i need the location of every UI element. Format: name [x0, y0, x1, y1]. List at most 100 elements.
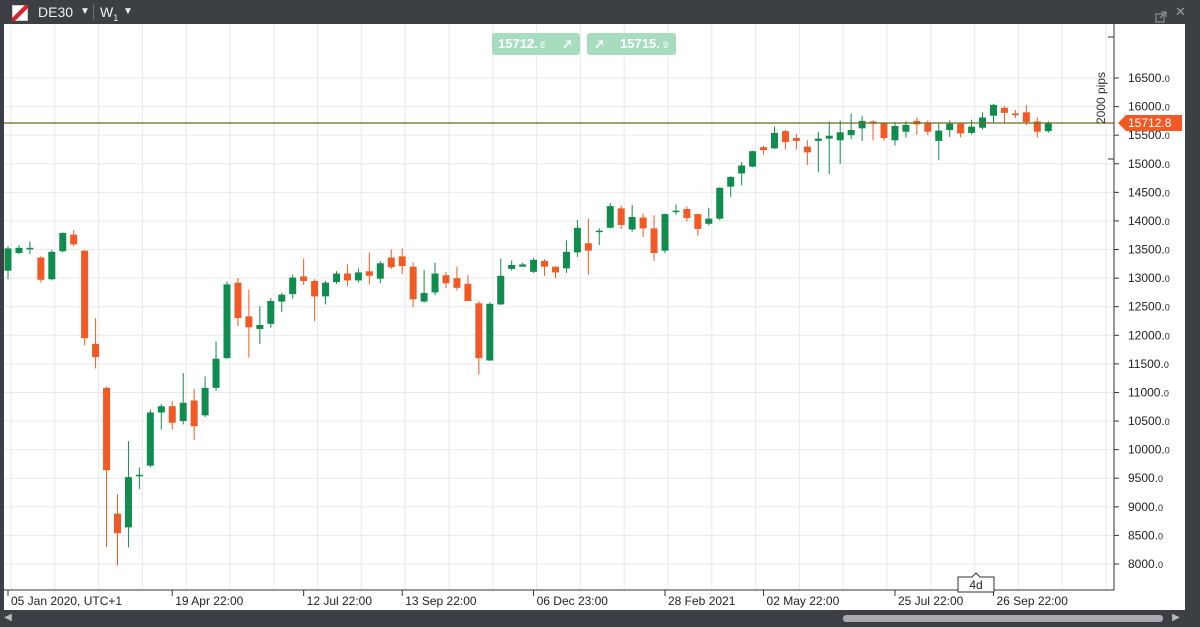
time-scrollbar-thumb[interactable]: [843, 615, 1163, 622]
sell-button[interactable]: 15712. 8 ➚: [492, 33, 580, 55]
candle: [289, 274, 297, 299]
symbol-dropdown-icon[interactable]: ▼: [80, 6, 90, 17]
candle: [146, 409, 154, 468]
candle-body: [639, 217, 647, 229]
candle: [1022, 104, 1030, 125]
candle: [486, 302, 494, 362]
current-price-tag-shape: [1118, 115, 1182, 132]
candle-body: [1022, 112, 1030, 123]
candle-body: [880, 123, 888, 139]
candle-body: [891, 126, 899, 141]
candle-body: [201, 387, 209, 416]
pips-ruler-label: 2000 pips: [1094, 72, 1108, 124]
price-tick-decimal: 0: [1165, 160, 1170, 170]
candle: [81, 250, 89, 346]
candle: [760, 146, 768, 155]
candle: [92, 318, 100, 369]
candle-body: [157, 406, 165, 413]
candle-body: [836, 132, 844, 141]
candle: [311, 279, 319, 321]
candle: [541, 259, 549, 276]
candle-body: [694, 214, 702, 229]
candle-body: [486, 303, 494, 361]
price-tick-decimal: 0: [1165, 446, 1170, 456]
scroll-left-icon[interactable]: ◀: [4, 612, 12, 623]
candle: [738, 162, 746, 186]
pips-ruler[interactable]: 2000 pips: [1094, 36, 1115, 160]
candle: [420, 270, 428, 303]
candle: [573, 219, 581, 257]
detach-window-icon[interactable]: [1155, 6, 1167, 23]
candle: [705, 207, 713, 226]
candle-body: [792, 138, 800, 141]
candle-body: [168, 406, 176, 423]
candle-body: [595, 230, 603, 233]
timeframe-label[interactable]: W1: [100, 0, 118, 24]
candle: [825, 121, 833, 175]
candle-body: [628, 216, 636, 230]
candle-body: [289, 277, 297, 295]
time-tick-label: 26 Sep 22:00: [997, 594, 1069, 608]
candle: [70, 230, 78, 247]
timeframe-main: W: [100, 4, 114, 20]
candle-body: [749, 151, 757, 167]
candle-body: [924, 122, 932, 132]
candle: [606, 203, 614, 229]
candle-body: [354, 272, 362, 281]
price-axis-labels: 8000.0 8500.0 9000.0 9500.0 10000.0 10500.0 11…: [1114, 71, 1170, 571]
candle: [639, 213, 647, 237]
candle: [683, 206, 691, 222]
time-scrollbar[interactable]: [0, 610, 1200, 627]
candle: [387, 249, 395, 269]
buy-button[interactable]: ➚ 15715. 9: [587, 33, 676, 55]
price-tick-label: 9000.0: [1128, 500, 1163, 514]
candle-body: [727, 176, 735, 187]
candle-body: [92, 343, 100, 358]
candle-body: [661, 214, 669, 251]
chart-toolbar: DE30 ▼ W1 ▼ ✕: [0, 0, 1200, 24]
chart-area[interactable]: 8000.0 8500.0 9000.0 9500.0 10000.0 10500.0 11…: [4, 24, 1185, 610]
candle-body: [738, 165, 746, 174]
price-tick-label: 10000.0: [1128, 443, 1170, 457]
candle-body: [103, 387, 111, 471]
candle-body: [584, 243, 592, 251]
candle-body: [541, 260, 549, 267]
candle: [957, 123, 965, 138]
candle: [409, 262, 417, 308]
candle-body: [135, 474, 143, 477]
price-tick-decimal: 0: [1165, 274, 1170, 284]
candle-body: [519, 264, 527, 267]
candle: [781, 130, 789, 150]
candle-body: [431, 273, 439, 293]
candle: [1033, 117, 1041, 138]
candle: [15, 244, 23, 255]
candlestick-chart[interactable]: 8000.0 8500.0 9000.0 9500.0 10000.0 10500.0 11…: [4, 24, 1185, 610]
candle: [552, 266, 559, 279]
close-window-icon[interactable]: ✕: [1175, 4, 1186, 19]
candle: [124, 441, 132, 548]
time-tick-label: 19 Apr 22:00: [175, 594, 243, 608]
candle: [59, 232, 67, 253]
scroll-right-icon[interactable]: ▶: [1172, 612, 1180, 623]
grid: [4, 24, 1114, 590]
candle: [891, 122, 899, 146]
interval-badge: 4d: [957, 572, 995, 593]
current-price-tag: 15712.8: [1118, 115, 1182, 132]
candle: [771, 126, 778, 149]
candle: [935, 122, 943, 161]
candle: [1000, 106, 1008, 124]
symbol-label[interactable]: DE30: [38, 4, 74, 20]
candle: [354, 268, 362, 283]
candle-body: [771, 132, 778, 149]
timeframe-dropdown-icon[interactable]: ▼: [123, 6, 133, 17]
candle-body: [256, 325, 264, 330]
toolbar-divider: [93, 4, 94, 20]
candle-body: [760, 147, 768, 151]
candle: [48, 250, 56, 281]
candle: [453, 266, 461, 291]
candle-body: [26, 247, 34, 250]
candle-body: [606, 206, 614, 228]
candle: [694, 213, 702, 236]
candle-body: [398, 256, 406, 267]
candle-body: [508, 264, 516, 269]
